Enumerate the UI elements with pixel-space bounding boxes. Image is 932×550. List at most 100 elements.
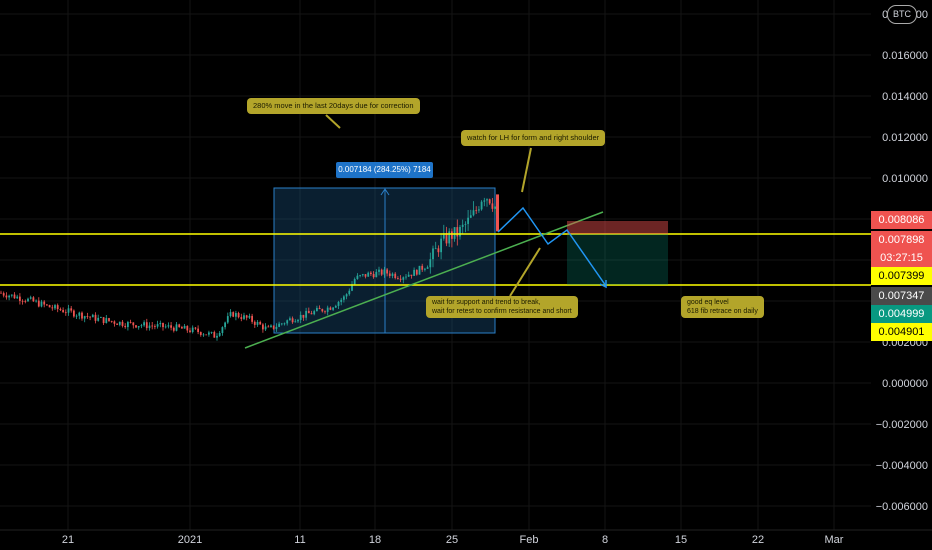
measure-arrowhead [380, 188, 390, 196]
candle-body [81, 312, 83, 319]
candle-body [40, 301, 43, 307]
candle-body [375, 271, 378, 278]
candle-body [402, 277, 405, 280]
candle-body [43, 301, 46, 305]
candle-body [172, 327, 175, 331]
annotation-lh-shoulder: watch for LH for form and right shoulder [461, 130, 606, 146]
candle-body [494, 206, 496, 209]
candle-body [299, 314, 302, 320]
price-badge: 0.004901 [871, 323, 932, 341]
candle-body [318, 307, 321, 310]
x-axis: 21 2021 11 18 25 Feb 8 15 22 Mar [0, 529, 932, 550]
candle-body [70, 308, 73, 311]
candle-body [356, 275, 359, 280]
candle-body [305, 310, 307, 318]
candle-body [364, 274, 367, 277]
candle-body [97, 317, 100, 321]
candle-body [472, 210, 475, 216]
candle-body [496, 194, 499, 232]
candle-body [137, 326, 140, 328]
candle-body [289, 318, 291, 321]
annotation-support-break-line1: wait for support and trend to break, [432, 299, 541, 306]
note3-pointer [509, 247, 541, 297]
candle-body [283, 323, 286, 325]
candle-body [267, 326, 270, 328]
candle-body [64, 312, 67, 314]
candle-body [321, 309, 324, 312]
projection-path [497, 206, 607, 287]
candle-body [264, 326, 267, 330]
candle-body [372, 274, 375, 278]
candle-body [483, 200, 486, 202]
candle-body [170, 325, 172, 328]
candle-body [0, 292, 2, 294]
candle-body [316, 307, 318, 312]
candle-body [442, 233, 445, 239]
candle-body [243, 315, 245, 319]
candle-body [464, 223, 467, 225]
candle-body [151, 325, 154, 327]
candle-body [380, 269, 383, 275]
candle-body [124, 325, 127, 328]
candle-body [116, 323, 118, 325]
candle-body [62, 310, 64, 313]
candle-body [91, 314, 94, 318]
candle-body [272, 325, 275, 329]
candle-body [86, 316, 89, 317]
candle-body [205, 334, 208, 336]
candle-body [434, 248, 437, 250]
short-stop-zone [567, 221, 668, 234]
short-target-zone [567, 234, 668, 285]
candle-body [181, 327, 183, 329]
candle-body [313, 311, 316, 315]
candle-body [343, 296, 345, 300]
price-badge: 0.007347 [871, 287, 932, 305]
annotation-eq-level-line2: 618 fib retrace on daily [687, 308, 758, 315]
candle-body [183, 325, 186, 329]
candle-body [8, 295, 10, 298]
candle-body [424, 268, 426, 270]
candle-body [475, 210, 478, 212]
candle-body [456, 227, 459, 237]
candle-body [16, 296, 19, 299]
candle-body [21, 300, 24, 302]
price-badge: 0.007399 [871, 267, 932, 285]
candle-body [159, 322, 162, 325]
candle-body [278, 323, 280, 327]
candle-body [391, 273, 394, 276]
candle-body [56, 305, 59, 310]
candle-body [148, 325, 151, 329]
y-tick-label: 0.010000 [882, 173, 928, 185]
candle-body [32, 297, 35, 302]
candle-body [100, 317, 102, 319]
candle-body [164, 326, 167, 328]
x-tick-label: 22 [752, 534, 764, 546]
candle-body [51, 307, 54, 309]
currency-button[interactable]: BTC [887, 5, 917, 24]
x-tick-label: Feb [520, 534, 539, 546]
projection-arrowhead [599, 280, 607, 289]
candle-body [29, 297, 32, 299]
candle-body [367, 272, 370, 277]
y-tick-label: 0.014000 [882, 91, 928, 103]
candle-body [140, 325, 143, 327]
candle-body [113, 321, 116, 324]
x-tick-label: 21 [62, 534, 74, 546]
y-tick-label: −0.002000 [876, 419, 928, 431]
candle-body [383, 269, 386, 275]
candle-body [105, 318, 108, 324]
y-tick-label: −0.006000 [876, 501, 928, 513]
candle-body [437, 248, 440, 253]
candle-body [162, 322, 164, 328]
candle-body [413, 269, 415, 276]
candle-body [2, 293, 5, 296]
candle-body [310, 313, 313, 315]
candle-body [27, 298, 29, 302]
candle-body [235, 313, 237, 317]
candle-body [386, 269, 388, 274]
candle-body [432, 248, 434, 260]
candle-body [127, 322, 129, 328]
candle-body [351, 284, 353, 291]
y-tick-label: 0.000000 [882, 378, 928, 390]
